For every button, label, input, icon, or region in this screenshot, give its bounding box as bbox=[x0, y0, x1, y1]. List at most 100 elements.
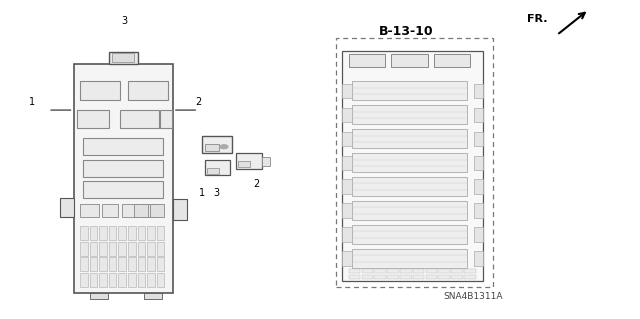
Bar bbox=[157, 273, 164, 287]
Bar bbox=[205, 144, 219, 151]
Bar bbox=[387, 275, 399, 279]
Bar bbox=[77, 110, 109, 128]
Bar bbox=[205, 160, 230, 175]
Text: SNA4B1311A: SNA4B1311A bbox=[444, 292, 503, 301]
Bar bbox=[83, 181, 163, 198]
Bar bbox=[464, 275, 476, 279]
Bar bbox=[157, 242, 164, 256]
Bar bbox=[342, 156, 352, 170]
Bar bbox=[157, 257, 164, 271]
Bar bbox=[349, 275, 360, 279]
Text: 3: 3 bbox=[122, 16, 128, 26]
Text: 1: 1 bbox=[198, 188, 205, 198]
Bar bbox=[349, 54, 385, 67]
Text: 3: 3 bbox=[213, 188, 220, 198]
Bar bbox=[387, 269, 399, 273]
Bar bbox=[352, 249, 467, 268]
Bar bbox=[342, 84, 352, 98]
Circle shape bbox=[220, 145, 228, 149]
Bar bbox=[112, 53, 134, 62]
Bar bbox=[352, 177, 467, 196]
Bar bbox=[147, 242, 155, 256]
Bar bbox=[147, 226, 155, 240]
Bar bbox=[109, 273, 116, 287]
Text: FR.: FR. bbox=[527, 14, 547, 24]
Text: 2: 2 bbox=[253, 179, 259, 189]
Bar bbox=[438, 269, 450, 273]
Bar bbox=[80, 273, 88, 287]
Bar bbox=[236, 153, 262, 169]
Bar bbox=[128, 81, 168, 100]
Bar bbox=[352, 225, 467, 244]
Bar bbox=[352, 81, 467, 100]
Bar bbox=[474, 204, 483, 218]
Bar bbox=[438, 275, 450, 279]
Bar bbox=[118, 273, 126, 287]
Bar bbox=[173, 199, 187, 220]
Bar bbox=[342, 131, 352, 146]
Bar bbox=[122, 204, 138, 217]
Bar bbox=[392, 54, 428, 67]
Bar bbox=[451, 269, 463, 273]
Bar bbox=[374, 269, 386, 273]
Bar bbox=[147, 273, 155, 287]
Bar bbox=[400, 275, 412, 279]
Bar bbox=[352, 129, 467, 148]
Bar bbox=[474, 156, 483, 170]
Bar bbox=[160, 110, 172, 128]
Bar bbox=[138, 273, 145, 287]
Bar bbox=[138, 226, 145, 240]
Bar bbox=[362, 269, 373, 273]
Bar bbox=[80, 81, 120, 100]
Bar bbox=[474, 131, 483, 146]
Bar bbox=[109, 242, 116, 256]
Bar bbox=[352, 105, 467, 124]
Bar bbox=[352, 153, 467, 172]
Bar bbox=[349, 269, 360, 273]
Bar bbox=[362, 275, 373, 279]
Bar bbox=[90, 273, 97, 287]
Bar bbox=[99, 242, 107, 256]
Bar bbox=[413, 269, 424, 273]
Bar bbox=[141, 204, 157, 217]
Bar bbox=[109, 257, 116, 271]
Bar bbox=[80, 204, 99, 217]
Bar bbox=[342, 179, 352, 194]
Bar bbox=[120, 110, 159, 128]
Bar bbox=[464, 269, 476, 273]
Bar bbox=[90, 293, 108, 299]
Bar bbox=[99, 257, 107, 271]
Bar bbox=[128, 226, 136, 240]
Bar bbox=[134, 204, 148, 217]
Bar bbox=[474, 251, 483, 265]
Bar bbox=[352, 201, 467, 220]
Bar bbox=[83, 160, 163, 177]
Bar bbox=[157, 226, 164, 240]
Bar bbox=[374, 275, 386, 279]
Bar bbox=[138, 242, 145, 256]
Bar bbox=[426, 269, 437, 273]
Bar bbox=[147, 257, 155, 271]
Bar bbox=[128, 273, 136, 287]
Bar bbox=[238, 161, 250, 167]
Text: 1: 1 bbox=[29, 97, 35, 107]
Bar bbox=[474, 179, 483, 194]
Bar bbox=[474, 108, 483, 122]
Bar bbox=[118, 226, 126, 240]
Bar bbox=[90, 257, 97, 271]
Bar bbox=[99, 226, 107, 240]
Bar bbox=[202, 136, 232, 153]
Bar bbox=[400, 269, 412, 273]
Bar bbox=[80, 257, 88, 271]
Bar bbox=[474, 84, 483, 98]
Bar bbox=[434, 54, 470, 67]
Bar bbox=[74, 64, 173, 293]
Text: 2: 2 bbox=[195, 97, 202, 107]
Bar bbox=[90, 226, 97, 240]
Bar bbox=[342, 227, 352, 242]
Bar bbox=[102, 204, 118, 217]
Bar bbox=[150, 204, 164, 217]
Bar bbox=[342, 108, 352, 122]
Bar bbox=[474, 227, 483, 242]
Bar bbox=[413, 275, 424, 279]
